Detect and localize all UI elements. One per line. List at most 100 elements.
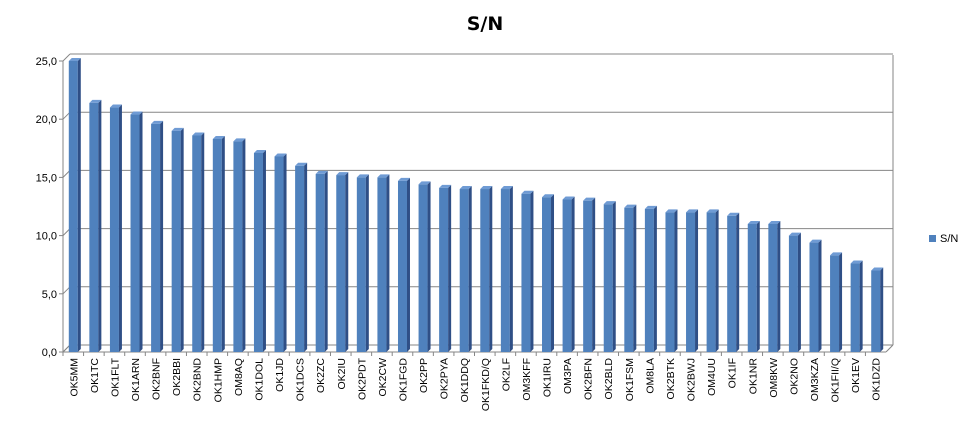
x-tick-label: OK2BTK <box>665 358 677 399</box>
x-tick-label: OK2IU <box>336 358 348 390</box>
bar-top <box>459 186 472 190</box>
bar-top <box>542 194 555 198</box>
bar <box>830 255 840 352</box>
bar <box>397 180 407 352</box>
bar-side <box>304 162 308 352</box>
bar-side <box>160 120 164 352</box>
y-tick-label: 20,0 <box>36 114 57 126</box>
bar <box>459 189 469 352</box>
bar-side <box>180 127 184 352</box>
bar <box>542 197 552 352</box>
y-tick-label: 15,0 <box>36 172 57 184</box>
bar-top <box>377 174 390 178</box>
bar-side <box>365 174 369 352</box>
x-tick-label: OK2BBI <box>171 358 183 396</box>
bar <box>130 114 140 352</box>
bar <box>295 165 305 352</box>
bar-top <box>68 58 81 61</box>
x-tick-label: OK1JD <box>274 358 286 392</box>
y-tick-label: 10,0 <box>36 231 57 243</box>
bar-top <box>788 232 801 236</box>
bar-top <box>356 174 369 178</box>
bar-top <box>521 190 534 194</box>
bar <box>89 102 99 353</box>
bar-top <box>151 120 164 124</box>
x-tick-label: OK1HMP <box>212 358 224 402</box>
bar <box>686 212 696 352</box>
bar <box>109 107 119 352</box>
legend-label: S/N <box>940 233 958 245</box>
x-tick-label: OK2CW <box>377 358 389 397</box>
bar-top <box>130 111 143 115</box>
bar-top <box>624 204 637 208</box>
bar <box>583 200 593 352</box>
bar-side <box>345 172 349 352</box>
x-tick-label: OM8AQ <box>233 358 245 396</box>
bar-side <box>571 196 575 352</box>
bar <box>356 177 366 352</box>
x-tick-label: OK1IF <box>727 358 739 388</box>
bar <box>747 223 757 352</box>
x-tick-label: OK1TC <box>89 358 101 393</box>
bar-top <box>583 197 596 201</box>
bar <box>151 123 161 352</box>
bar-side <box>262 149 266 352</box>
x-tick-label: OK1FSM <box>624 358 636 401</box>
bar <box>809 242 819 352</box>
bar-side <box>468 186 472 352</box>
bar-side <box>715 209 719 352</box>
bar-side <box>406 177 410 352</box>
bar <box>706 212 716 352</box>
bar <box>521 193 531 352</box>
bar-top <box>665 209 678 213</box>
bar-side <box>221 135 225 352</box>
bar-top <box>747 220 760 224</box>
x-tick-label: OK2BNF <box>151 358 163 400</box>
x-tick-label: OK2BND <box>192 358 204 402</box>
x-tick-label: OK2NO <box>788 358 800 395</box>
bar-top <box>603 201 616 205</box>
x-tick-label: OK5MM <box>68 358 80 397</box>
bar-top <box>850 260 863 264</box>
bar <box>480 189 490 352</box>
bar-top <box>480 186 493 190</box>
y-tick-label: 0,0 <box>42 347 57 359</box>
bar-top <box>315 170 328 174</box>
bar <box>624 207 634 352</box>
x-tick-label: OK1FII/Q <box>830 358 842 402</box>
bar-top <box>397 177 410 181</box>
x-tick-label: OK1IRU <box>542 358 554 397</box>
bar-side <box>98 99 102 353</box>
bar-top <box>418 181 431 185</box>
bar-top <box>253 149 266 153</box>
bar <box>315 173 325 352</box>
bar <box>603 204 613 352</box>
bar-top <box>768 220 781 224</box>
bar-side <box>283 153 287 352</box>
bar-side <box>859 260 863 352</box>
bar-top <box>686 209 699 213</box>
bar-side <box>386 174 390 352</box>
bar-top <box>644 205 657 209</box>
x-tick-label: OM3KFF <box>521 358 533 401</box>
x-tick-label: OM8LA <box>644 358 656 394</box>
bar-side <box>427 181 431 352</box>
bar-top <box>562 196 575 200</box>
bar-side <box>839 252 843 352</box>
chart-title: S/N <box>467 13 504 35</box>
x-tick-label: OK1DZD <box>871 358 883 401</box>
x-tick-label: OK2BLD <box>603 358 615 400</box>
bar-top <box>830 252 843 256</box>
bar-side <box>324 170 328 352</box>
bar-side <box>201 132 205 352</box>
bar-side <box>880 267 884 352</box>
bar-side <box>612 201 616 352</box>
bar <box>253 152 263 352</box>
bar-top <box>109 104 122 108</box>
bar <box>788 235 798 352</box>
bar <box>274 156 284 352</box>
bar-side <box>118 104 122 352</box>
x-tick-label: OK1FKD/Q <box>480 358 492 411</box>
x-tick-label: OK2BWJ <box>686 358 698 401</box>
